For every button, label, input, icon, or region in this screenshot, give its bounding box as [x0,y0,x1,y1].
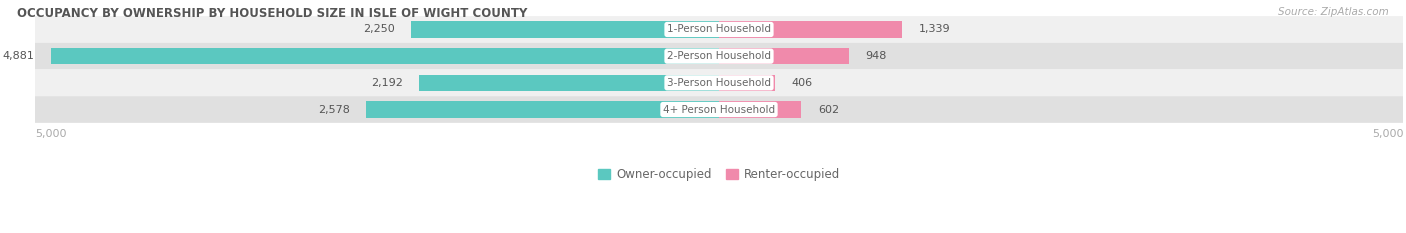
Text: 3-Person Household: 3-Person Household [666,78,770,88]
Text: 1,339: 1,339 [918,24,950,34]
Text: 406: 406 [792,78,813,88]
Text: 4+ Person Household: 4+ Person Household [664,105,775,114]
Text: 5,000: 5,000 [1372,129,1403,139]
Text: 2,578: 2,578 [318,105,350,114]
Bar [718,75,775,91]
Bar [419,75,718,91]
FancyBboxPatch shape [35,69,1403,96]
Bar [718,101,801,118]
Text: 4,881: 4,881 [3,51,35,61]
Text: 1-Person Household: 1-Person Household [666,24,770,34]
FancyBboxPatch shape [35,43,1403,69]
Text: Source: ZipAtlas.com: Source: ZipAtlas.com [1278,7,1389,17]
Bar [718,48,849,64]
Text: OCCUPANCY BY OWNERSHIP BY HOUSEHOLD SIZE IN ISLE OF WIGHT COUNTY: OCCUPANCY BY OWNERSHIP BY HOUSEHOLD SIZE… [17,7,527,20]
Bar [366,101,718,118]
Bar [51,48,718,64]
Bar [718,21,903,38]
FancyBboxPatch shape [35,96,1403,123]
Text: 602: 602 [818,105,839,114]
Legend: Owner-occupied, Renter-occupied: Owner-occupied, Renter-occupied [599,168,839,182]
FancyBboxPatch shape [35,16,1403,43]
Text: 5,000: 5,000 [35,129,66,139]
Bar [411,21,718,38]
Text: 2,250: 2,250 [363,24,395,34]
Text: 948: 948 [865,51,887,61]
Text: 2,192: 2,192 [371,78,402,88]
Text: 2-Person Household: 2-Person Household [666,51,770,61]
